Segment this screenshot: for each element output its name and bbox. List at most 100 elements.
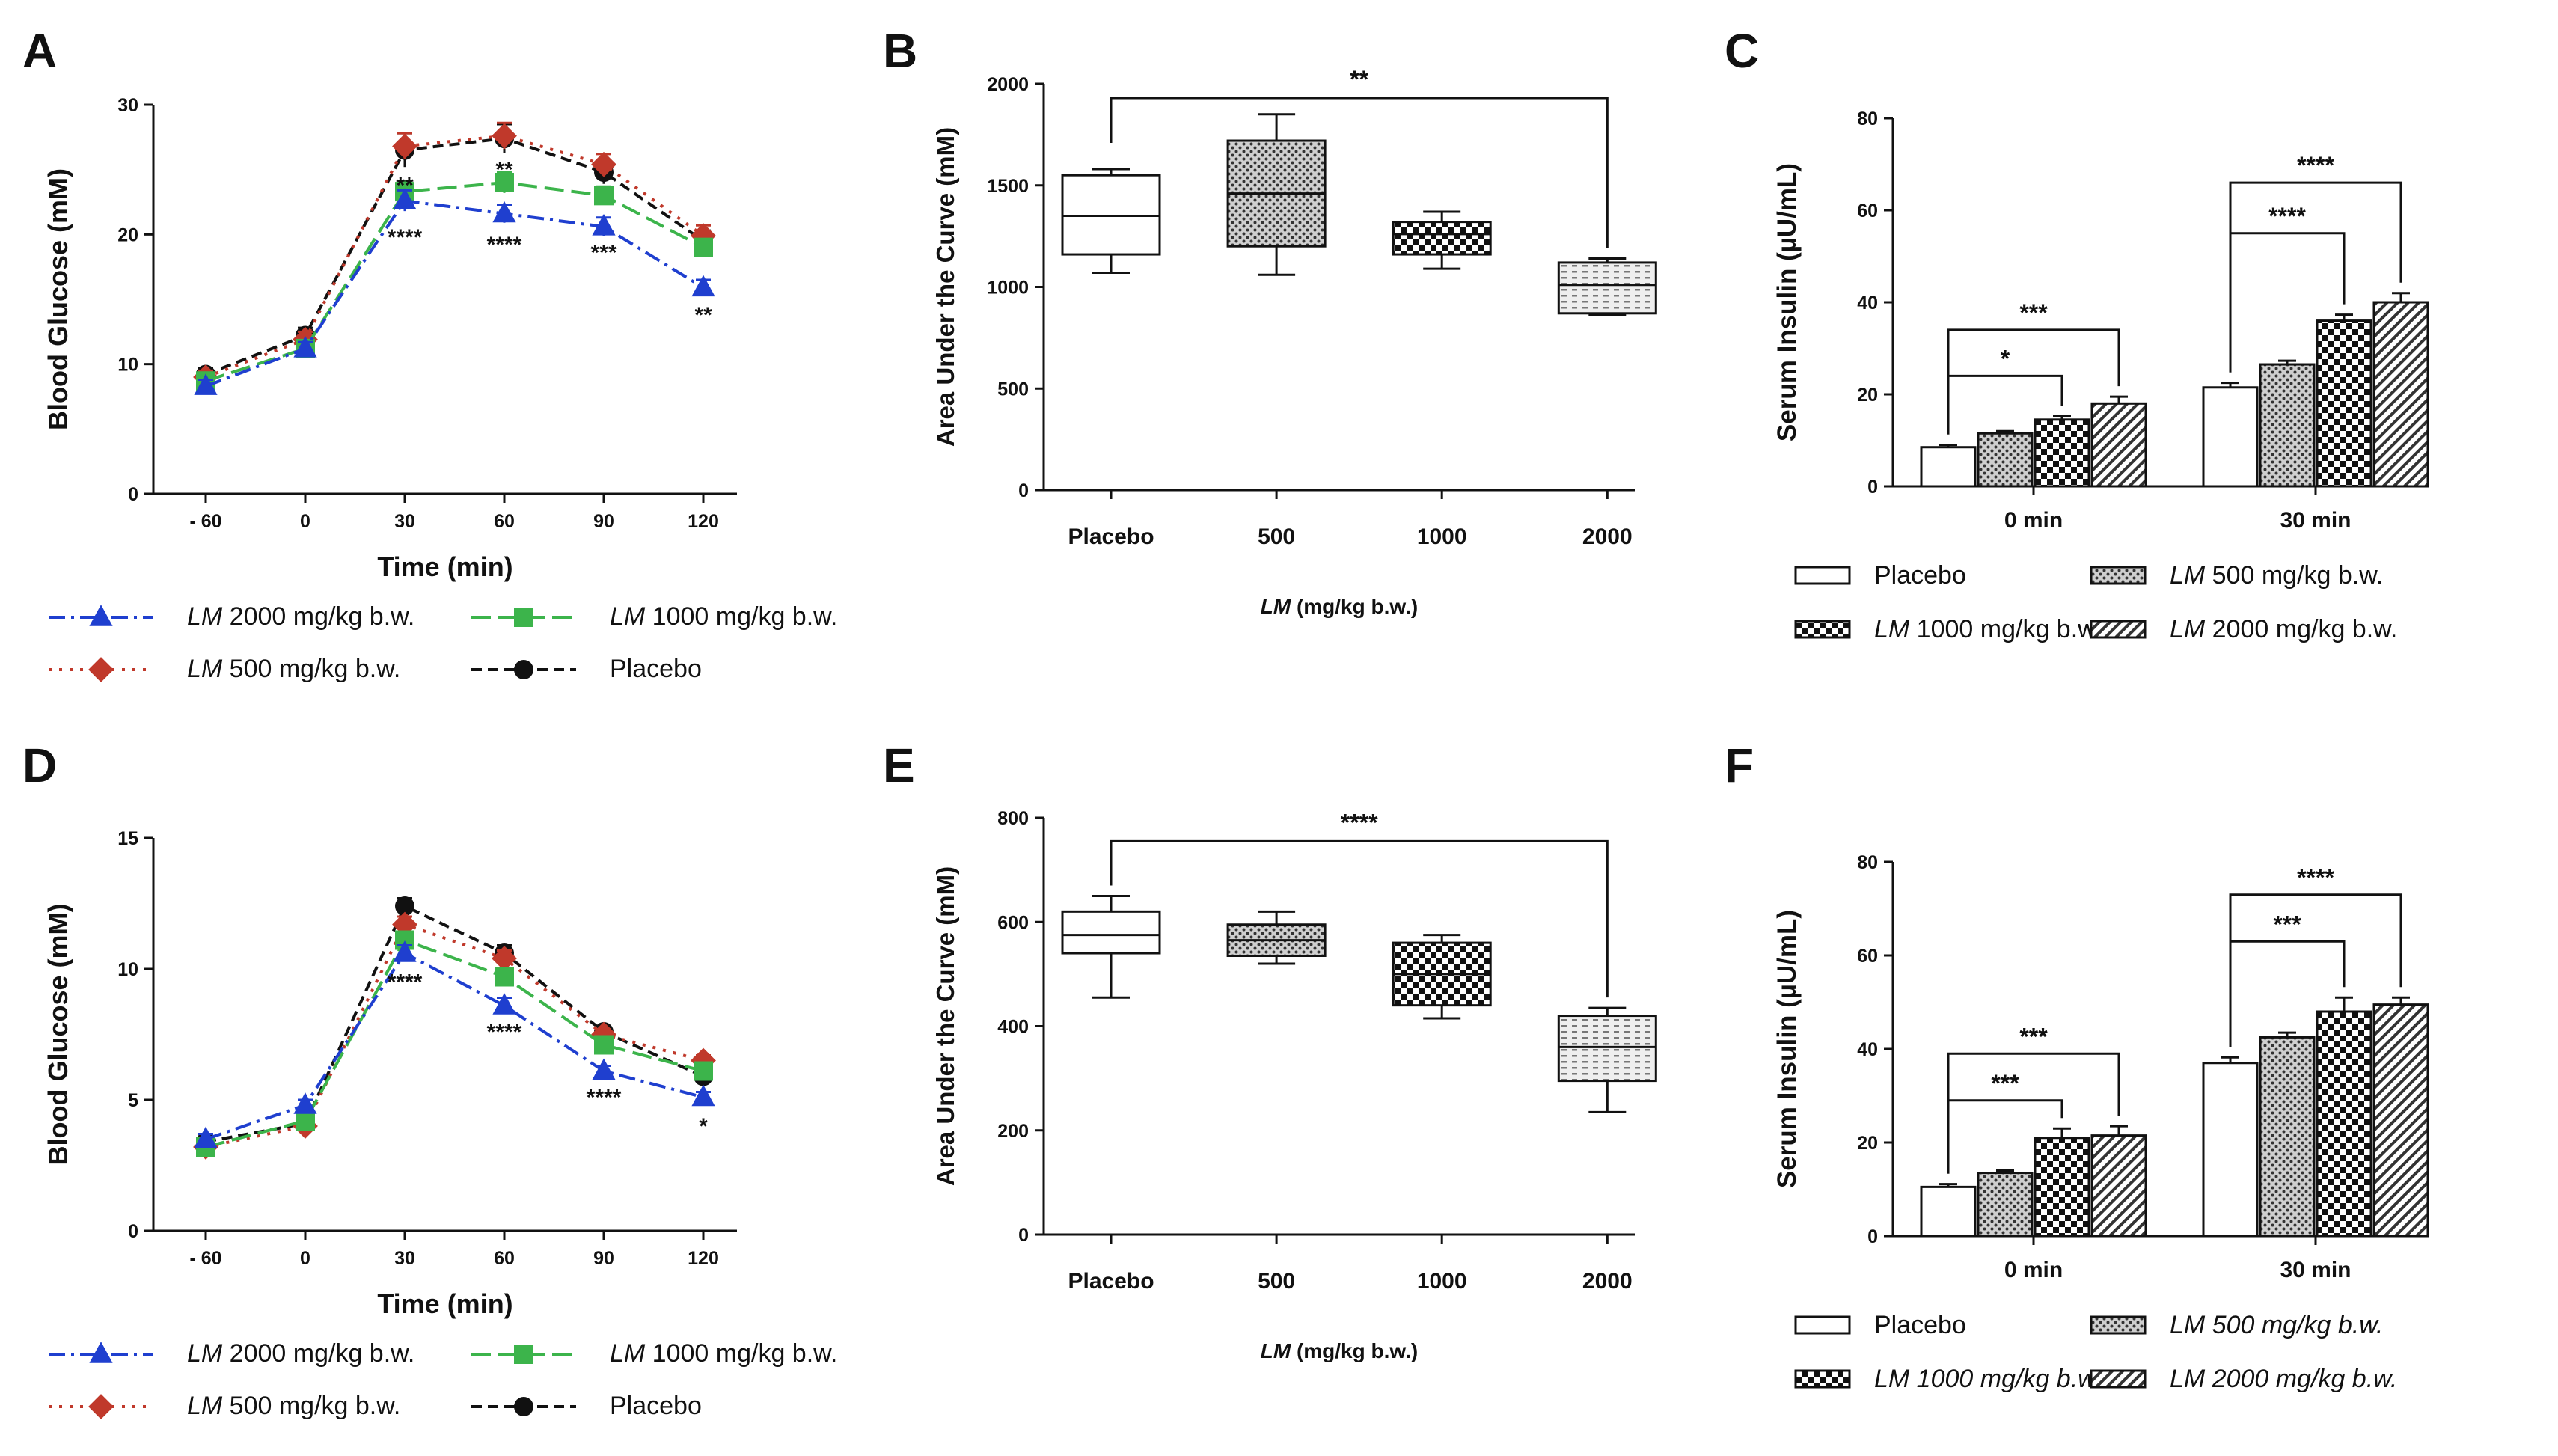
bar	[1977, 1169, 2034, 1238]
legend-text-part: Placebo	[1874, 1311, 1966, 1339]
bar-rect	[2259, 1036, 2316, 1238]
x-axis-title: LM (mg/kg b.w.)	[1261, 1339, 1419, 1362]
y-tick-label: 2000	[987, 74, 1029, 95]
marker-triangle	[293, 335, 317, 358]
box-500	[1226, 113, 1327, 276]
y-tick-label: 0	[1867, 1226, 1878, 1247]
legend-text-part: LM	[1874, 615, 1910, 643]
y-tick-label: 60	[1857, 946, 1878, 967]
x-tick-label: 2000	[1582, 1269, 1633, 1294]
y-tick-label: 80	[1857, 108, 1878, 129]
legend-label: Placebo	[610, 1392, 702, 1420]
significance-stars: ****	[1341, 809, 1378, 836]
x-tick-label: 2000	[1582, 524, 1633, 549]
x-axis-title: Time (min)	[377, 1288, 512, 1319]
marker-square	[514, 1345, 533, 1364]
bar-rect	[2259, 363, 2316, 488]
legend-text-part: 1000 mg/kg b.w.	[1909, 615, 2102, 643]
marker-triangle	[393, 940, 417, 962]
significance-stars: ****	[2268, 203, 2306, 230]
series-2000-mg-kg-b-w-	[194, 188, 715, 395]
series-1000-mg-kg-b-w-	[196, 171, 713, 391]
legend-text-part: LM	[610, 602, 646, 631]
y-tick-label: 60	[1857, 201, 1878, 221]
panel-label: A	[22, 24, 57, 78]
bar	[2034, 415, 2090, 488]
series-line	[205, 134, 705, 379]
panel-label: D	[22, 738, 57, 792]
legend-text-part: LM	[187, 602, 223, 631]
x-group-label: 0 min	[2004, 1258, 2063, 1282]
y-tick-label: 80	[1857, 852, 1878, 873]
y-tick-label: 0	[1018, 480, 1029, 501]
y-tick-label: 200	[997, 1121, 1029, 1142]
bar	[2034, 1127, 2090, 1238]
marker-triangle	[393, 188, 417, 209]
legend-text-part: LM	[187, 1392, 223, 1420]
legend-swatch	[2090, 1315, 2147, 1335]
panel-label: B	[883, 24, 917, 78]
box-iqr	[1392, 221, 1492, 256]
legend-label: LM 500 mg/kg b.w.	[2170, 561, 2383, 590]
bar-rect	[1920, 1185, 1977, 1238]
legend-label: LM 2000 mg/kg b.w.	[187, 602, 414, 631]
y-tick-label: 400	[997, 1017, 1029, 1038]
legend-text-part: LM	[187, 1339, 223, 1368]
legend-item: Placebo	[1794, 561, 1966, 590]
legend-swatch	[2090, 620, 2147, 639]
legend-item: LM 2000 mg/kg b.w.	[2090, 1365, 2397, 1393]
legend-label: LM 1000 mg/kg b.w.	[1874, 1365, 2102, 1393]
significance-stars: ***	[1991, 1070, 2019, 1097]
bar-rect	[2034, 418, 2090, 488]
legend-label: LM 1000 mg/kg b.w.	[1874, 615, 2102, 643]
significance-stars: ****	[487, 1020, 522, 1044]
x-tick-label: - 60	[189, 511, 221, 532]
significance-bracket	[1110, 97, 1609, 248]
legend-text-part: 1000 mg/kg b.w.	[645, 1339, 837, 1368]
legend-text-part: (mg/kg b.w.)	[1291, 595, 1418, 618]
marker-triangle	[691, 1084, 715, 1107]
marker-diamond	[392, 133, 417, 159]
marker-diamond	[591, 151, 616, 177]
series-placebo	[196, 123, 713, 385]
x-tick-label: 0	[300, 511, 310, 532]
box-placebo	[1061, 894, 1161, 999]
bar	[2202, 1056, 2259, 1238]
legend-text-part: LM 500 mg/kg b.w.	[2170, 1311, 2383, 1339]
legend-text-part: 1000 mg/kg b.w.	[645, 602, 837, 631]
y-tick-label: 30	[117, 95, 138, 116]
panel-B-box-plot: 0 500 1000 1500 2000 B Placebo 500 1000 2000 LM (m…	[883, 24, 1657, 618]
bar	[2259, 359, 2316, 488]
marker-circle	[395, 896, 414, 916]
significance-stars: **	[1350, 66, 1368, 93]
x-tick-label: 500	[1258, 524, 1295, 549]
marker-square	[495, 967, 514, 987]
y-tick-label: 1000	[987, 278, 1029, 299]
marker-triangle	[492, 993, 516, 1015]
x-group-label: 30 min	[2280, 508, 2351, 533]
significance-stars: ****	[487, 233, 522, 257]
marker-triangle	[592, 1058, 616, 1080]
x-tick-label: 1000	[1417, 524, 1467, 549]
legend-text-part: LM	[610, 1339, 646, 1368]
y-tick-label: 0	[128, 1221, 138, 1242]
significance-stars: *	[2001, 345, 2010, 372]
legend-item: Placebo	[471, 655, 702, 683]
legend-item: LM 2000 mg/kg b.w.	[49, 602, 414, 631]
bar-rect	[2090, 402, 2147, 488]
box-iqr	[1557, 261, 1657, 315]
bar	[2316, 313, 2372, 488]
significance-bracket	[1947, 1052, 2120, 1174]
legend-text-part: 2000 mg/kg b.w.	[222, 602, 414, 631]
x-tick-label: 1000	[1417, 1269, 1467, 1294]
legend-item: LM 1000 mg/kg b.w.	[1794, 1365, 2102, 1393]
significance-stars: ***	[2019, 299, 2048, 326]
legend-item: Placebo	[471, 1392, 702, 1420]
significance-stars: ****	[587, 1086, 622, 1110]
y-tick-label: 500	[997, 379, 1029, 400]
x-tick-label: Placebo	[1068, 524, 1154, 549]
marker-square	[694, 1061, 713, 1081]
x-group-label: 0 min	[2004, 508, 2063, 533]
bar	[2316, 996, 2372, 1238]
